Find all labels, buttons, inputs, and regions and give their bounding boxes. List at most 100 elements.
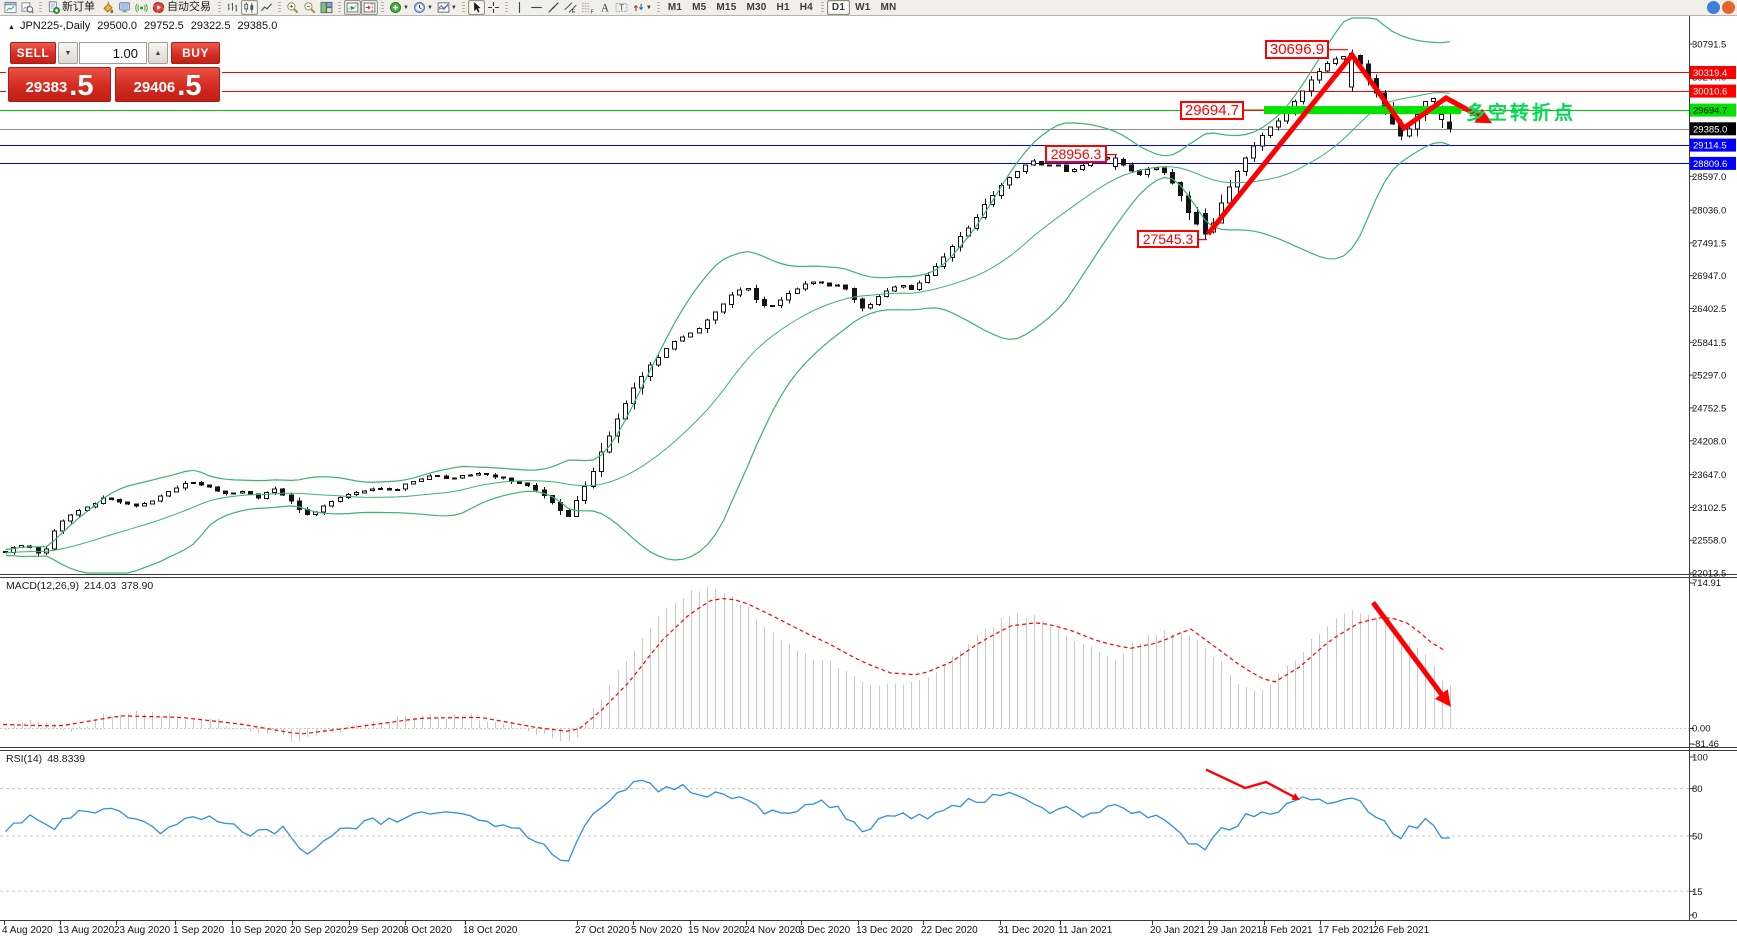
- level-lines[interactable]: [0, 72, 1689, 164]
- toolbar: 新订单 自动交易 ▼ ▼ ▼ E F A T ▼ M1 M5 M15 M30 H1 H4 D1 W1 MN: [0, 0, 1737, 16]
- timeframe-d1-button[interactable]: D1: [826, 0, 851, 15]
- svg-text:30319.4: 30319.4: [1693, 68, 1727, 79]
- chart-window-icon: [4, 1, 17, 14]
- toolbar-separator: [656, 1, 660, 14]
- news-alert-icon[interactable]: [1722, 1, 1735, 14]
- bollinger-bands: [5, 17, 1450, 574]
- community-icon[interactable]: [1707, 1, 1720, 14]
- volume-input[interactable]: [79, 42, 147, 64]
- chart-shift-button[interactable]: [361, 0, 378, 15]
- timeframe-w1-button[interactable]: W1: [855, 2, 871, 13]
- date-label: 4 Aug 2020: [2, 925, 53, 936]
- indicators-add-icon: [389, 1, 402, 14]
- annotation-support-price[interactable]: 28956.3: [1045, 145, 1107, 163]
- text-label-button[interactable]: T: [613, 0, 630, 15]
- indicators-button[interactable]: ▼: [387, 0, 411, 15]
- new-order-button[interactable]: 新订单: [45, 0, 99, 15]
- chart-profiles-button[interactable]: [19, 0, 36, 15]
- date-label: 8 Feb 2021: [1262, 925, 1313, 936]
- price-tick: 30791.5: [1692, 40, 1726, 51]
- zoom-out-button[interactable]: [301, 0, 318, 15]
- price-tag[interactable]: [1690, 122, 1736, 136]
- trendline-button[interactable]: [545, 0, 562, 15]
- price-tick: 24752.5: [1692, 403, 1726, 414]
- volume-decrease-button[interactable]: ▼: [58, 42, 78, 64]
- timeframe-h4-button[interactable]: H4: [799, 2, 813, 13]
- price-tag[interactable]: [1690, 84, 1736, 98]
- buy-price: 29406: [133, 79, 176, 96]
- price-tag[interactable]: [1690, 103, 1736, 117]
- macd-histogram: [6, 586, 1451, 743]
- price-tick: 24208.0: [1692, 436, 1726, 447]
- timeframe-h1-button[interactable]: H1: [776, 2, 790, 13]
- terminal-button[interactable]: [116, 0, 133, 15]
- price-tag[interactable]: [1690, 138, 1736, 152]
- macd-pane: [0, 586, 1689, 743]
- cursor-button[interactable]: [467, 0, 485, 15]
- annotation-low-price[interactable]: 27545.3: [1137, 230, 1199, 248]
- equidistant-channel-button[interactable]: E: [562, 0, 579, 15]
- auto-scroll-button[interactable]: [344, 0, 361, 15]
- annotation-peak-price[interactable]: 30696.9: [1265, 40, 1329, 59]
- time-axis: 4 Aug 2020 13 Aug 2020 23 Aug 2020 1 Sep 20…: [2, 920, 1430, 936]
- auto-scroll-icon: [346, 1, 359, 14]
- collapse-panel-icon[interactable]: ▲: [8, 24, 15, 31]
- bar-chart-mode-button[interactable]: [224, 0, 241, 15]
- pivot-band[interactable]: [1264, 106, 1461, 115]
- crosshair-button[interactable]: [485, 0, 502, 15]
- date-label: 8 Oct 2020: [403, 925, 452, 936]
- horizontal-line-button[interactable]: [528, 0, 545, 15]
- templates-button[interactable]: ▼: [435, 0, 459, 15]
- tile-windows-button[interactable]: [318, 0, 335, 15]
- date-label: 29 Sep 2020: [347, 925, 404, 936]
- one-click-trading-panel: SELL ▼ ▲ BUY 29383 .5 29406 .5: [6, 39, 222, 103]
- new-chart-button[interactable]: [2, 0, 19, 15]
- price-axis: 30791.530247.028597.028036.027491.526947…: [1689, 40, 1736, 922]
- annotation-arrows[interactable]: [1205, 50, 1493, 801]
- macd-value: 214.03: [83, 580, 117, 592]
- toolbar-separator: [39, 1, 42, 14]
- annotation-pivot-price[interactable]: 29694.7: [1180, 101, 1244, 120]
- sell-button[interactable]: SELL: [10, 42, 56, 64]
- date-label: 20 Sep 2020: [290, 925, 347, 936]
- text-a-icon: A: [598, 1, 611, 14]
- fibonacci-button[interactable]: F: [579, 0, 596, 15]
- price-tick: 28036.0: [1692, 206, 1726, 217]
- zoom-in-icon: [286, 1, 299, 14]
- sell-price-fraction: .5: [69, 70, 94, 103]
- price-tag[interactable]: [1690, 66, 1736, 79]
- volume-increase-button[interactable]: ▲: [148, 42, 168, 64]
- line-chart-mode-button[interactable]: [258, 0, 275, 15]
- hline-icon: [530, 1, 543, 14]
- rsi-tick: 80: [1692, 784, 1703, 795]
- toolbar-separator: [338, 1, 341, 14]
- price-tick: 22013.5: [1692, 569, 1726, 580]
- buy-price-button[interactable]: 29406 .5: [115, 67, 220, 102]
- sell-price-button[interactable]: 29383 .5: [8, 67, 111, 102]
- date-label: 3 Dec 2020: [799, 925, 851, 936]
- price-tag[interactable]: [1690, 156, 1736, 170]
- vertical-line-button[interactable]: [511, 0, 528, 15]
- annotation-pivot-text[interactable]: 多空转折点: [1466, 103, 1577, 124]
- channel-icon: E: [564, 1, 577, 14]
- zoom-in-button[interactable]: [284, 0, 301, 15]
- timeframe-m1-button[interactable]: M1: [667, 2, 683, 13]
- rsi-tick: 15: [1692, 887, 1703, 898]
- signals-button[interactable]: [133, 0, 150, 15]
- timeframe-m15-button[interactable]: M15: [716, 2, 737, 13]
- timeframe-mn-button[interactable]: MN: [880, 2, 897, 13]
- styler-button[interactable]: [99, 0, 116, 15]
- timeframe-m30-button[interactable]: M30: [746, 2, 767, 13]
- text-button[interactable]: A: [596, 0, 613, 15]
- buy-button[interactable]: BUY: [171, 42, 220, 64]
- toolbar-separator: [278, 1, 281, 14]
- candle-chart-mode-button[interactable]: [241, 0, 258, 15]
- toolbar-separator: [820, 1, 824, 14]
- timeframe-m5-button[interactable]: M5: [692, 2, 707, 13]
- periods-button[interactable]: ▼: [411, 0, 435, 15]
- arrows-button[interactable]: ▼: [630, 0, 654, 15]
- crosshair-icon: [487, 1, 500, 14]
- chart-shift-icon: [363, 1, 376, 14]
- autotrading-button[interactable]: 自动交易: [150, 0, 215, 15]
